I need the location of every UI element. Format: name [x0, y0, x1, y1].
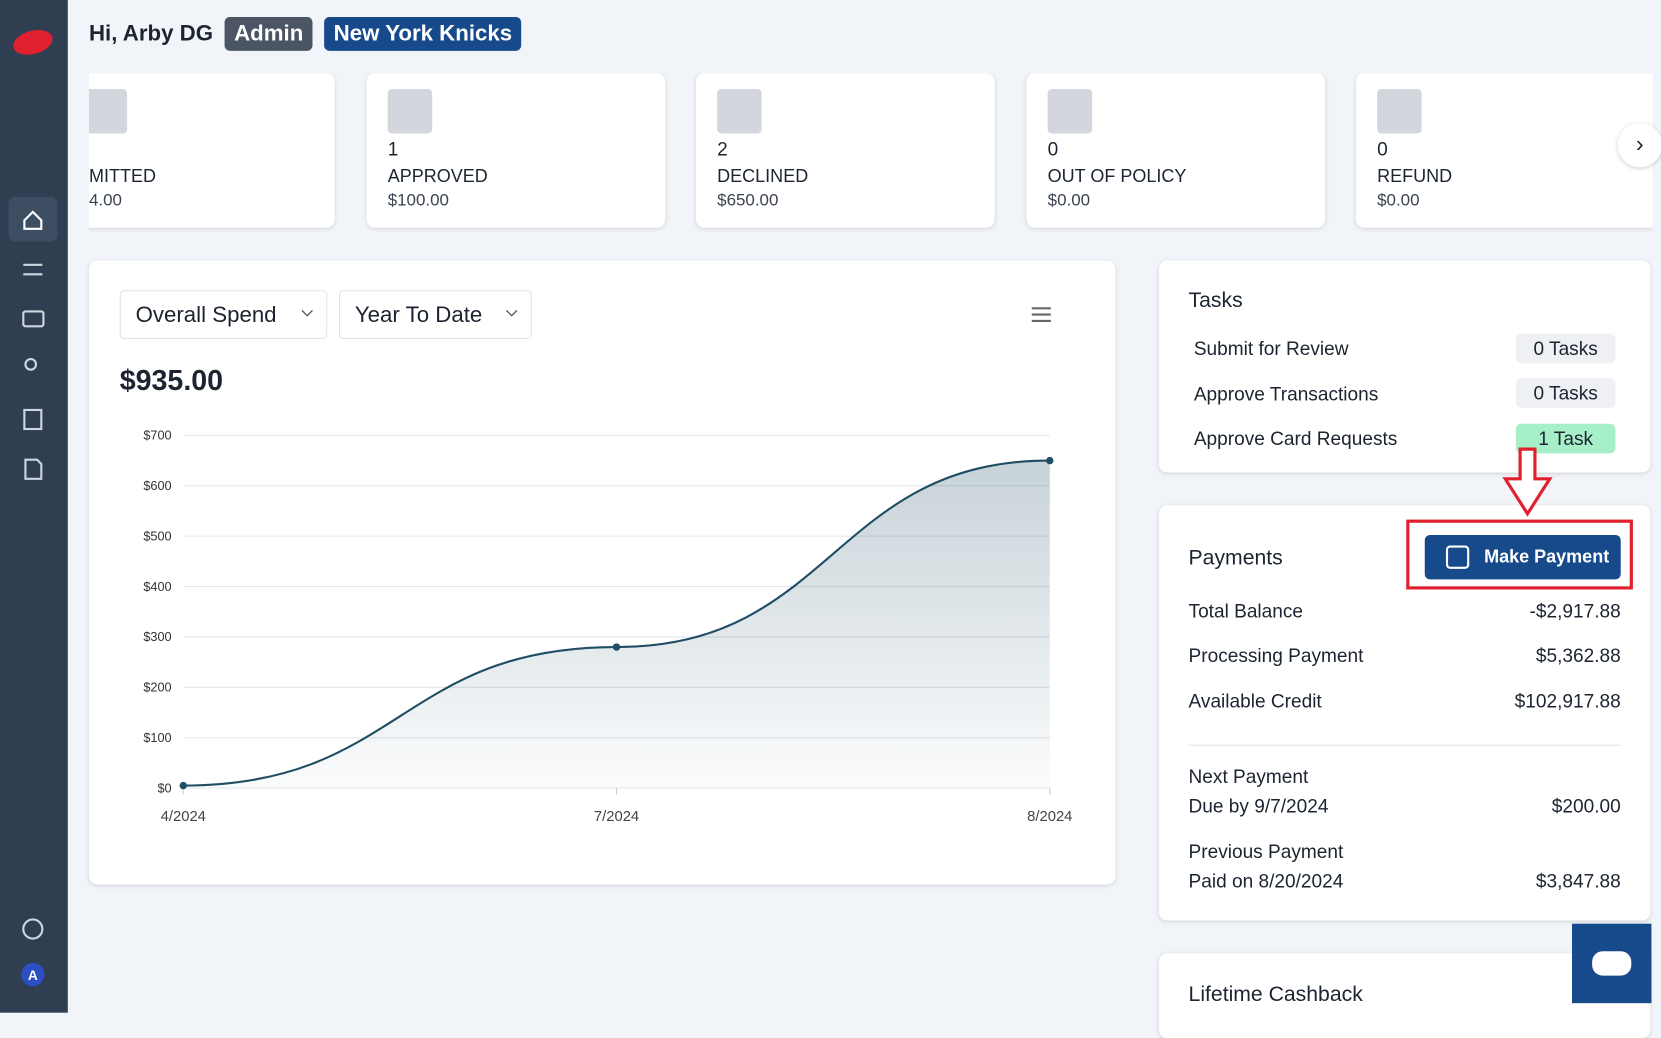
- status-label: APPROVED: [387, 166, 488, 187]
- status-label: OUT OF POLICY: [1047, 166, 1187, 187]
- divider: [1188, 744, 1621, 746]
- nav-cards[interactable]: [22, 310, 45, 328]
- spend-total: $935.00: [119, 364, 224, 397]
- payment-label: Available Credit: [1188, 690, 1322, 712]
- status-card[interactable]: 1 APPROVED $100.00: [366, 73, 666, 228]
- nav-bolt[interactable]: [22, 918, 44, 940]
- point: [612, 643, 621, 651]
- status-amount: $100.00: [387, 191, 449, 210]
- x-tick-label: 4/2024: [161, 809, 206, 825]
- status-label: DECLINED: [717, 166, 809, 187]
- status-amount: $0.00: [1047, 191, 1091, 210]
- metric-text: Overall Spend: [135, 302, 277, 328]
- payment-value: -$2,917.88: [1529, 600, 1621, 622]
- sidebar: A: [0, 0, 68, 1013]
- nav-transactions[interactable]: [23, 263, 43, 276]
- role-chip: Admin: [224, 16, 313, 51]
- area-fill: [183, 460, 1050, 789]
- avatar-initial: A: [28, 968, 38, 983]
- nav-docs[interactable]: [24, 458, 43, 480]
- scroll-right[interactable]: ›: [1617, 122, 1661, 168]
- point: [179, 781, 187, 790]
- chart-menu[interactable]: [1031, 307, 1051, 323]
- y-tick-label: $100: [143, 730, 171, 745]
- y-tick-label: $300: [143, 629, 171, 644]
- y-tick-label: $200: [143, 680, 171, 695]
- y-tick-label: $600: [143, 478, 171, 493]
- y-tick-label: $500: [143, 528, 171, 543]
- nav-active: [8, 197, 58, 242]
- previous-label: Previous Payment: [1188, 841, 1344, 863]
- next-detail: Due by 9/7/2024: [1188, 795, 1329, 817]
- status-label: REFUND: [1377, 166, 1453, 187]
- status-strip: MITTED 4.00 1 APPROVED $100.00 2 DECLINE…: [88, 73, 1653, 232]
- overlay: $0 $100 $200 $300 $400 $500 $600 $700 4/2024 7/20…: [143, 307, 1633, 825]
- check: [387, 88, 433, 134]
- nav-home[interactable]: [23, 210, 43, 230]
- chat-button[interactable]: [1572, 923, 1652, 1004]
- y-tick-label: $400: [143, 579, 171, 594]
- y-tick-label: $0: [157, 780, 171, 795]
- status-amount: 4.00: [88, 191, 122, 210]
- status-count: 0: [1047, 138, 1059, 160]
- status-card[interactable]: MITTED 4.00: [88, 73, 335, 228]
- tasks-title: Tasks: [1188, 289, 1243, 313]
- status-amount: $650.00: [717, 191, 779, 210]
- annotation-arrow: [1502, 447, 1553, 517]
- next-value: $200.00: [1551, 795, 1621, 817]
- metric-select[interactable]: Overall Spend: [119, 290, 328, 339]
- task-badge[interactable]: 0 Tasks: [1515, 333, 1616, 364]
- tasks-card: Tasks Submit for Review 0 Tasks Approve …: [1158, 260, 1651, 473]
- nav-company[interactable]: [23, 408, 43, 431]
- status-count: 0: [1377, 138, 1388, 160]
- payment-value: $5,362.88: [1535, 645, 1621, 667]
- status-count: 1: [387, 138, 399, 160]
- task-label: Approve Transactions: [1193, 383, 1379, 405]
- wallet-icon: [1445, 545, 1470, 569]
- check: [1377, 88, 1422, 134]
- x-tick-label: 7/2024: [594, 809, 639, 825]
- payments-title: Payments: [1188, 546, 1283, 570]
- check: [1047, 88, 1093, 134]
- payments-card: Payments Make Payment Total Balance -$2,…: [1158, 505, 1651, 921]
- previous-detail: Paid on 8/20/2024: [1188, 870, 1344, 892]
- status-amount: $0.00: [1377, 191, 1420, 210]
- point: [1046, 456, 1054, 465]
- status-card[interactable]: 2 DECLINED $650.00: [695, 73, 995, 228]
- check: [88, 88, 128, 134]
- cashback-title: Lifetime Cashback: [1188, 983, 1363, 1007]
- annotation-box: [1406, 519, 1633, 590]
- make-payment-button[interactable]: Make Payment: [1424, 534, 1621, 580]
- avatar[interactable]: [21, 962, 45, 987]
- y-tick-label: $700: [143, 428, 171, 443]
- chat-icon: [1592, 951, 1632, 976]
- x-tick-label: 8/2024: [1027, 809, 1072, 825]
- previous-value: $3,847.88: [1535, 870, 1621, 892]
- status-card[interactable]: 0 OUT OF POLICY $0.00: [1026, 73, 1326, 228]
- check: [717, 88, 762, 134]
- status-count: 2: [717, 138, 728, 160]
- status-card[interactable]: 0 REFUND $0.00: [1355, 73, 1653, 228]
- sidebar-icons: A: [8, 29, 58, 987]
- logo: [13, 29, 53, 55]
- nav-people[interactable]: [24, 358, 38, 371]
- select-chevrons: [301, 309, 518, 317]
- task-label: Submit for Review: [1193, 337, 1349, 360]
- payment-value: $102,917.88: [1514, 690, 1621, 712]
- greeting: Hi, Arby DG: [88, 21, 214, 46]
- period-text: Year To Date: [354, 302, 483, 328]
- next-label: Next Payment: [1188, 765, 1309, 788]
- task-badge[interactable]: 0 Tasks: [1515, 378, 1616, 408]
- period-select[interactable]: Year To Date: [338, 290, 532, 339]
- payment-label: Total Balance: [1188, 600, 1304, 622]
- status-label: MITTED: [88, 166, 157, 187]
- payment-label: Processing Payment: [1188, 645, 1364, 667]
- team-chip[interactable]: New York Knicks: [324, 16, 522, 51]
- task-label: Approve Card Requests: [1193, 427, 1398, 450]
